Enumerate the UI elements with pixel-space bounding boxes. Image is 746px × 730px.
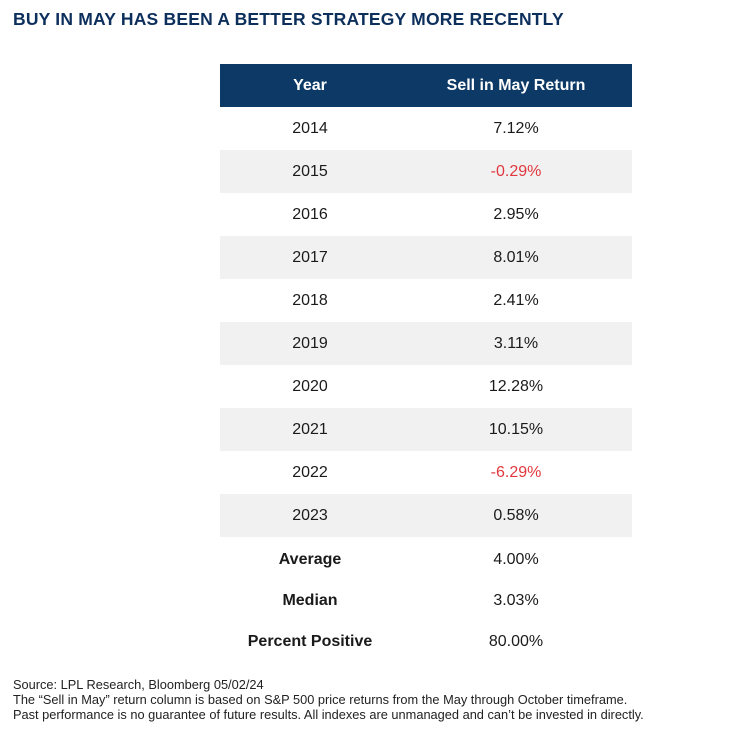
year-cell: 2014	[292, 119, 328, 137]
return-cell: 2.95%	[493, 205, 539, 223]
header-return: Sell in May Return	[446, 76, 586, 94]
table-row: 2017 8.01%	[220, 236, 632, 279]
year-cell: 2019	[292, 334, 328, 352]
year-cell: 2020	[292, 377, 328, 395]
summary-row: Percent Positive 80.00%	[220, 621, 632, 662]
table-row: 2021 10.15%	[220, 408, 632, 451]
table-row: 2014 7.12%	[220, 107, 632, 150]
summary-label: Median	[282, 591, 338, 609]
year-cell: 2017	[292, 248, 328, 266]
year-cell: 2018	[292, 291, 328, 309]
year-cell: 2016	[292, 205, 328, 223]
year-cell: 2023	[292, 506, 328, 524]
year-cell: 2022	[292, 463, 328, 481]
summary-value: 3.03%	[493, 591, 539, 609]
table-row: 2020 12.28%	[220, 365, 632, 408]
summary-value: 4.00%	[493, 550, 539, 568]
table-body: 2014 7.12% 2015 -0.29% 2016 2.95% 2017 8.01% 201…	[220, 107, 632, 537]
return-cell: -6.29%	[490, 463, 542, 481]
summary-row: Average 4.00%	[220, 539, 632, 580]
return-cell: 7.12%	[493, 119, 539, 137]
table-row: 2015 -0.29%	[220, 150, 632, 193]
summary-label: Average	[278, 550, 342, 568]
table-header-row: Year Sell in May Return	[220, 64, 632, 107]
table-row: 2019 3.11%	[220, 322, 632, 365]
return-cell: 0.58%	[493, 506, 539, 524]
return-cell: 10.15%	[488, 420, 544, 438]
header-year: Year	[293, 76, 327, 94]
table-row: 2023 0.58%	[220, 494, 632, 537]
returns-table: Year Sell in May Return 2014 7.12% 2015 -0.…	[220, 64, 632, 662]
footnotes: Source: LPL Research, Bloomberg 05/02/24…	[13, 677, 644, 722]
return-cell: 8.01%	[493, 248, 539, 266]
year-cell: 2021	[292, 420, 328, 438]
source-note: Source: LPL Research, Bloomberg 05/02/24	[13, 677, 264, 692]
chart-title: BUY IN MAY HAS BEEN A BETTER STRATEGY MO…	[13, 9, 564, 29]
year-cell: 2015	[292, 162, 328, 180]
summary-value: 80.00%	[488, 632, 544, 650]
disclaimer-note: Past performance is no guarantee of futu…	[13, 707, 644, 722]
return-cell: 2.41%	[493, 291, 539, 309]
return-cell: 12.28%	[488, 377, 544, 395]
summary-label: Percent Positive	[247, 632, 373, 650]
table-row: 2022 -6.29%	[220, 451, 632, 494]
table-row: 2018 2.41%	[220, 279, 632, 322]
table-summary: Average 4.00% Median 3.03% Percent Positive 8…	[220, 539, 632, 662]
return-cell: -0.29%	[490, 162, 542, 180]
table-row: 2016 2.95%	[220, 193, 632, 236]
methodology-note: The “Sell in May” return column is based…	[13, 692, 628, 707]
return-cell: 3.11%	[493, 334, 539, 352]
summary-row: Median 3.03%	[220, 580, 632, 621]
